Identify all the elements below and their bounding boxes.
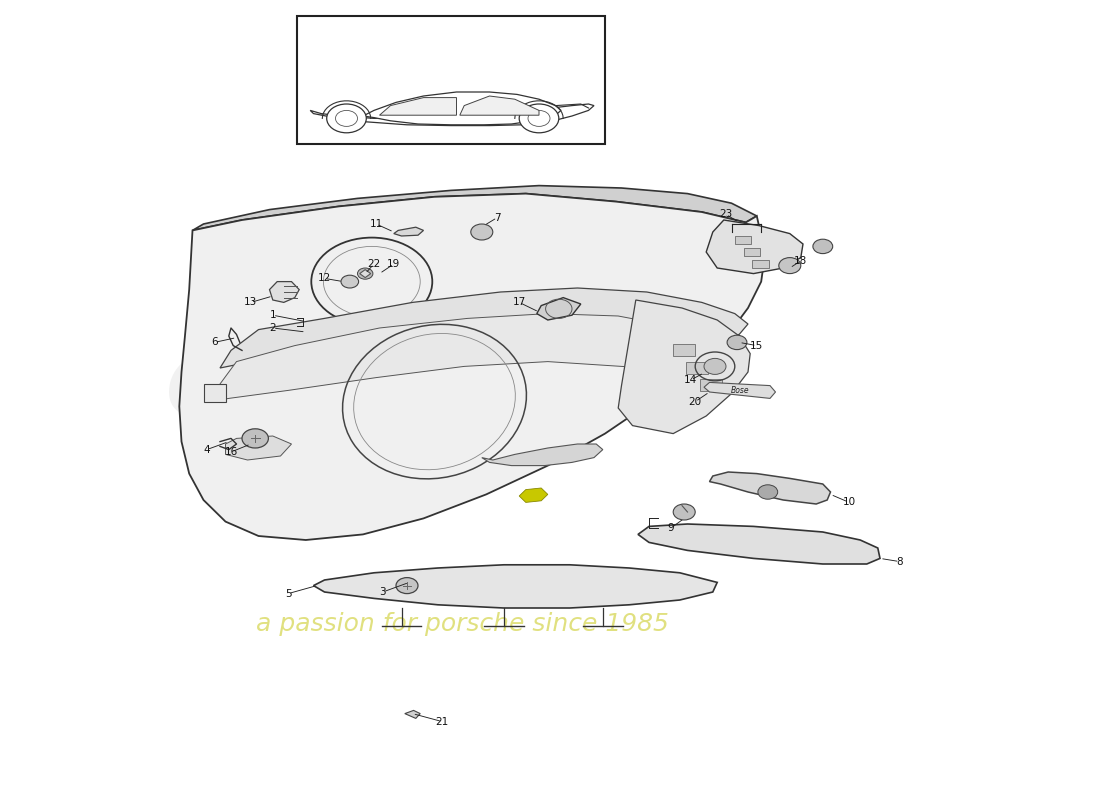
Polygon shape xyxy=(314,565,717,608)
Text: 14: 14 xyxy=(684,375,697,385)
Text: 23: 23 xyxy=(719,210,733,219)
Polygon shape xyxy=(192,186,757,230)
Circle shape xyxy=(758,485,778,499)
Text: 10: 10 xyxy=(843,498,856,507)
Circle shape xyxy=(519,104,559,133)
Polygon shape xyxy=(360,270,371,278)
Bar xyxy=(735,236,751,244)
Polygon shape xyxy=(270,282,299,302)
Text: Bose: Bose xyxy=(732,386,749,395)
Text: 15: 15 xyxy=(750,341,763,350)
Bar xyxy=(752,260,769,268)
Circle shape xyxy=(813,239,833,254)
Bar xyxy=(673,344,695,356)
Bar xyxy=(700,379,722,391)
Text: 3: 3 xyxy=(379,587,386,597)
Circle shape xyxy=(673,504,695,520)
Circle shape xyxy=(471,224,493,240)
Text: 17: 17 xyxy=(513,298,526,307)
Text: 13: 13 xyxy=(244,298,257,307)
Circle shape xyxy=(242,429,268,448)
Polygon shape xyxy=(706,220,803,274)
Text: a passion for porsche since 1985: a passion for porsche since 1985 xyxy=(255,612,669,636)
Text: 6: 6 xyxy=(211,338,218,347)
Bar xyxy=(686,362,708,374)
Polygon shape xyxy=(460,96,539,115)
FancyBboxPatch shape xyxy=(297,16,605,144)
Polygon shape xyxy=(704,382,776,398)
Text: 8: 8 xyxy=(896,557,903,566)
Circle shape xyxy=(396,578,418,594)
Text: 18: 18 xyxy=(794,256,807,266)
Text: 4: 4 xyxy=(204,445,210,454)
Polygon shape xyxy=(638,524,880,564)
Polygon shape xyxy=(211,314,720,402)
Text: 16: 16 xyxy=(224,447,238,457)
Text: 22: 22 xyxy=(367,259,381,269)
Polygon shape xyxy=(482,444,603,466)
Text: 11: 11 xyxy=(370,219,383,229)
Circle shape xyxy=(704,358,726,374)
Polygon shape xyxy=(179,194,764,540)
Polygon shape xyxy=(204,384,226,402)
Polygon shape xyxy=(363,92,561,125)
Text: 5: 5 xyxy=(285,589,292,598)
Text: 19: 19 xyxy=(387,259,400,269)
Polygon shape xyxy=(405,710,420,718)
Text: 1: 1 xyxy=(270,310,276,320)
Circle shape xyxy=(327,104,366,133)
Circle shape xyxy=(358,268,373,279)
Text: 20: 20 xyxy=(689,397,702,406)
Text: 7: 7 xyxy=(494,213,501,222)
Polygon shape xyxy=(537,298,581,320)
Text: 2: 2 xyxy=(270,323,276,333)
Polygon shape xyxy=(618,300,750,434)
Text: 9: 9 xyxy=(668,523,674,533)
Polygon shape xyxy=(394,227,424,236)
Polygon shape xyxy=(310,104,594,126)
Polygon shape xyxy=(710,472,830,504)
Text: europes: europes xyxy=(165,330,671,438)
Polygon shape xyxy=(519,488,548,502)
Circle shape xyxy=(341,275,359,288)
Bar xyxy=(744,248,760,256)
Polygon shape xyxy=(379,98,456,115)
Circle shape xyxy=(779,258,801,274)
Text: 21: 21 xyxy=(436,717,449,726)
Polygon shape xyxy=(226,436,292,460)
Polygon shape xyxy=(220,288,748,368)
Circle shape xyxy=(727,335,747,350)
Text: 12: 12 xyxy=(318,274,331,283)
